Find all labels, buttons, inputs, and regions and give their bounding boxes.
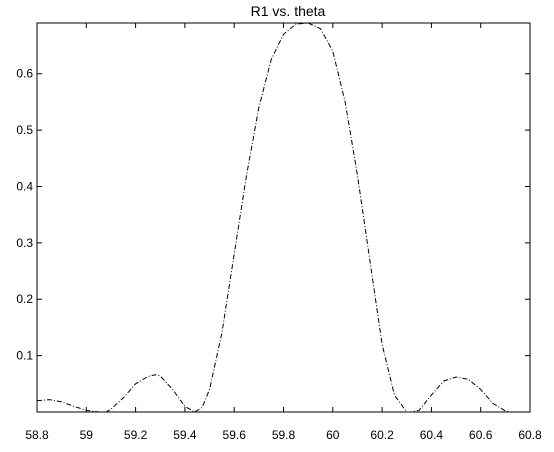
y-tick-label: 0.3 <box>16 236 33 250</box>
y-tick-label: 0.6 <box>16 67 33 81</box>
plot-area-frame <box>36 22 531 413</box>
y-tick-label: 0.4 <box>16 179 33 193</box>
y-tick-label: 0.5 <box>16 123 33 137</box>
x-tick-label: 60.8 <box>518 428 542 442</box>
x-tick-label: 59.6 <box>223 428 247 442</box>
y-tick-label: 0.1 <box>16 349 33 363</box>
x-tick-label: 60.4 <box>420 428 444 442</box>
x-tick-label: 60.6 <box>469 428 493 442</box>
y-tick-label: 0.2 <box>16 292 33 306</box>
x-tick-label: 60 <box>326 428 340 442</box>
chart-title: R1 vs. theta <box>251 3 326 19</box>
y-axis: 0.1 0.2 0.3 0.4 0.5 0.6 <box>16 67 530 363</box>
x-tick-label: 60.2 <box>370 428 394 442</box>
x-tick-label: 59.4 <box>173 428 197 442</box>
x-tick-label: 59.2 <box>124 428 148 442</box>
x-tick-label: 59 <box>80 428 94 442</box>
x-tick-label: 59.8 <box>272 428 296 442</box>
x-tick-label: 58.8 <box>25 428 49 442</box>
series-line <box>36 22 511 413</box>
x-axis: 58.8 59 59.2 59.4 59.6 59.8 60 60.2 60.4 60.6 60.8 <box>25 23 542 442</box>
